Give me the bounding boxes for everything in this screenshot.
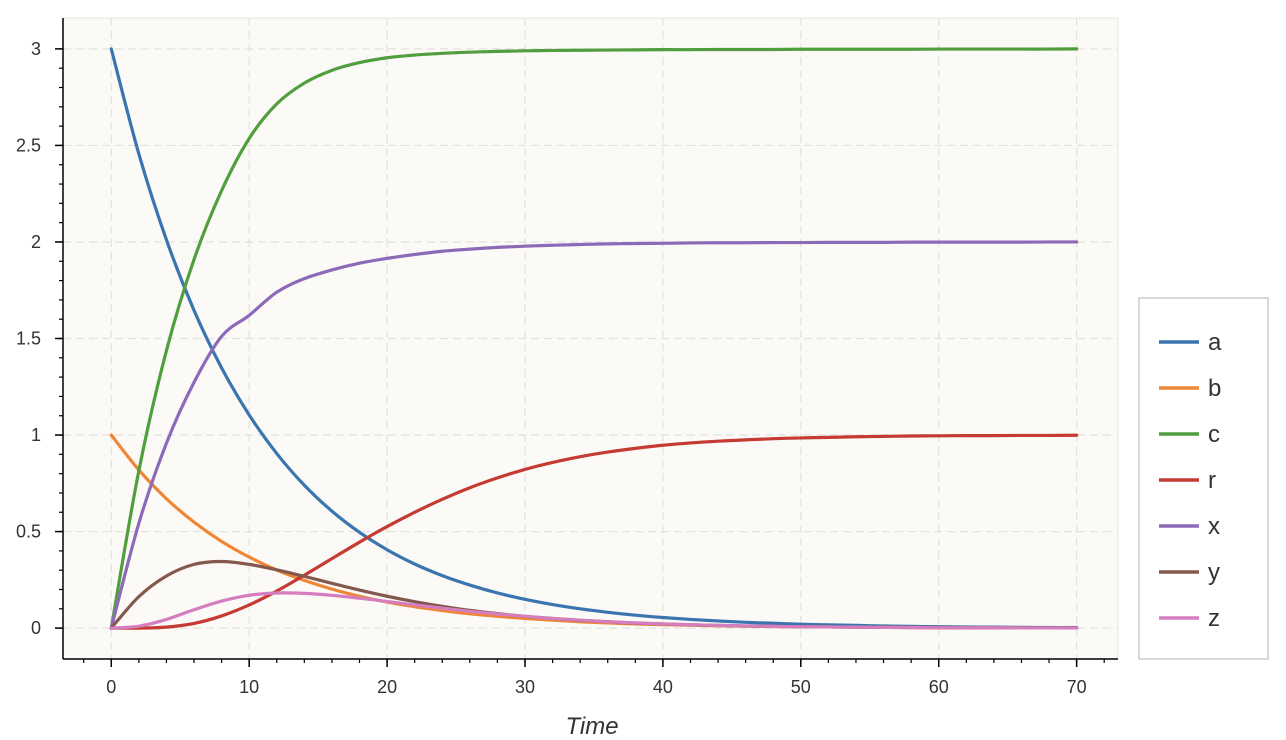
y-tick-label: 2.5: [16, 135, 41, 155]
y-tick-label: 3: [31, 39, 41, 59]
x-tick-label: 10: [239, 677, 259, 697]
x-tick-label: 20: [377, 677, 397, 697]
series-line-x: [109, 240, 1079, 630]
legend-label-x: x: [1208, 513, 1220, 540]
y-tick-label: 0.5: [16, 522, 41, 542]
legend-label-a: a: [1208, 329, 1222, 356]
y-tick-label: 1: [31, 425, 41, 445]
x-tick-label: 0: [106, 677, 116, 697]
legend-label-z: z: [1208, 605, 1220, 632]
x-tick-label: 40: [653, 677, 673, 697]
x-axis-title: Time: [565, 713, 618, 740]
series-line-c: [109, 47, 1079, 630]
series-line-z: [109, 591, 1079, 630]
legend-box: [1138, 297, 1269, 660]
legend-label-r: r: [1208, 467, 1216, 494]
legend-label-b: b: [1208, 375, 1221, 402]
x-tick-label: 60: [929, 677, 949, 697]
y-tick-label: 0: [31, 618, 41, 638]
x-tick-label: 30: [515, 677, 535, 697]
legend-label-y: y: [1208, 559, 1220, 586]
series-lines: [109, 47, 1079, 630]
legend-label-c: c: [1208, 421, 1220, 448]
x-tick-label: 50: [791, 677, 811, 697]
axes: 00.511.522.530 10 20 30 40 50 60 70: [16, 17, 1119, 697]
y-tick-label: 2: [31, 232, 41, 252]
x-tick-label: 70: [1067, 677, 1087, 697]
y-tick-label: 1.5: [16, 329, 41, 349]
